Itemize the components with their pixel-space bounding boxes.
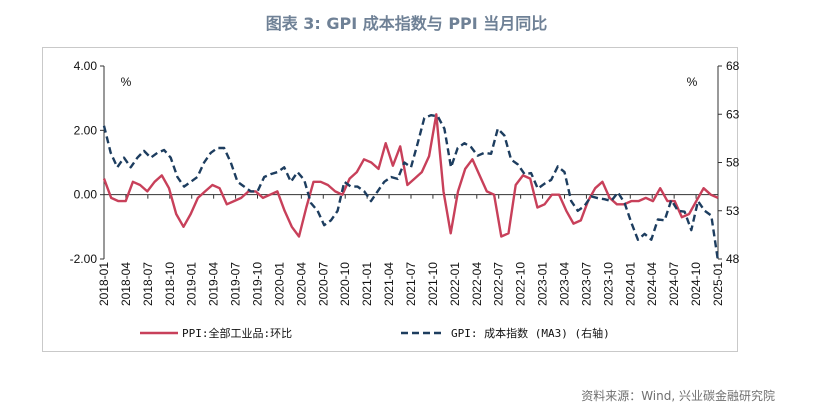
x-tick-label: 2019-01 <box>185 262 199 306</box>
x-tick-label: 2018-04 <box>119 262 133 306</box>
left-tick-label: -2.00 <box>70 252 98 266</box>
x-tick-label: 2023-04 <box>558 262 572 306</box>
x-tick-label: 2023-10 <box>601 262 615 306</box>
right-tick-label: 68 <box>726 59 740 73</box>
x-tick-label: 2023-01 <box>536 262 550 306</box>
x-tick-label: 2019-04 <box>207 262 221 306</box>
x-tick-label: 2021-07 <box>404 262 418 306</box>
x-tick-label: 2022-04 <box>470 262 484 306</box>
x-tick-label: 2021-04 <box>382 262 396 306</box>
right-tick-label: 63 <box>726 107 740 121</box>
gpi-series-line <box>102 113 720 262</box>
x-tick-label: 2020-07 <box>316 262 330 306</box>
x-tick-label: 2024-01 <box>623 262 637 306</box>
x-tick-label: 2018-07 <box>141 262 155 306</box>
x-tick-label: 2024-10 <box>689 262 703 306</box>
right-tick-label: 53 <box>726 204 740 218</box>
x-tick-label: 2022-07 <box>492 262 506 306</box>
chart-frame <box>42 47 738 352</box>
left-tick-label: 2.00 <box>74 123 98 137</box>
left-unit-label: % <box>121 75 132 89</box>
chart-title: 图表 3: GPI 成本指数与 PPI 当月同比 <box>265 14 548 33</box>
x-tick-label: 2020-04 <box>294 262 308 306</box>
right-unit-label: % <box>687 75 698 89</box>
legend-gpi-label: GPI: 成本指数 (MA3) (右轴) <box>451 326 610 340</box>
x-tick-label: 2018-10 <box>163 262 177 306</box>
x-tick-label: 2025-01 <box>711 262 725 306</box>
right-tick-label: 48 <box>726 252 740 266</box>
x-tick-label: 2019-10 <box>251 262 265 306</box>
x-tick-label: 2021-10 <box>426 262 440 306</box>
x-tick-label: 2020-01 <box>272 262 286 306</box>
x-tick-label: 2018-01 <box>97 262 111 306</box>
left-tick-label: 0.00 <box>74 188 98 202</box>
x-tick-label: 2023-07 <box>579 262 593 306</box>
source-note: 资料来源：Wind, 兴业碳金融研究院 <box>581 389 775 403</box>
x-tick-label: 2021-01 <box>360 262 374 306</box>
legend-ppi-label: PPI:全部工业品:环比 <box>182 326 292 340</box>
ppi-series-line <box>102 113 719 238</box>
left-tick-label: 4.00 <box>74 59 98 73</box>
x-tick-label: 2024-04 <box>645 262 659 306</box>
x-tick-label: 2024-07 <box>667 262 681 306</box>
x-tick-label: 2022-01 <box>448 262 462 306</box>
x-tick-label: 2019-07 <box>229 262 243 306</box>
x-tick-label: 2022-10 <box>514 262 528 306</box>
right-tick-label: 58 <box>726 156 740 170</box>
x-tick-label: 2020-10 <box>338 262 352 306</box>
